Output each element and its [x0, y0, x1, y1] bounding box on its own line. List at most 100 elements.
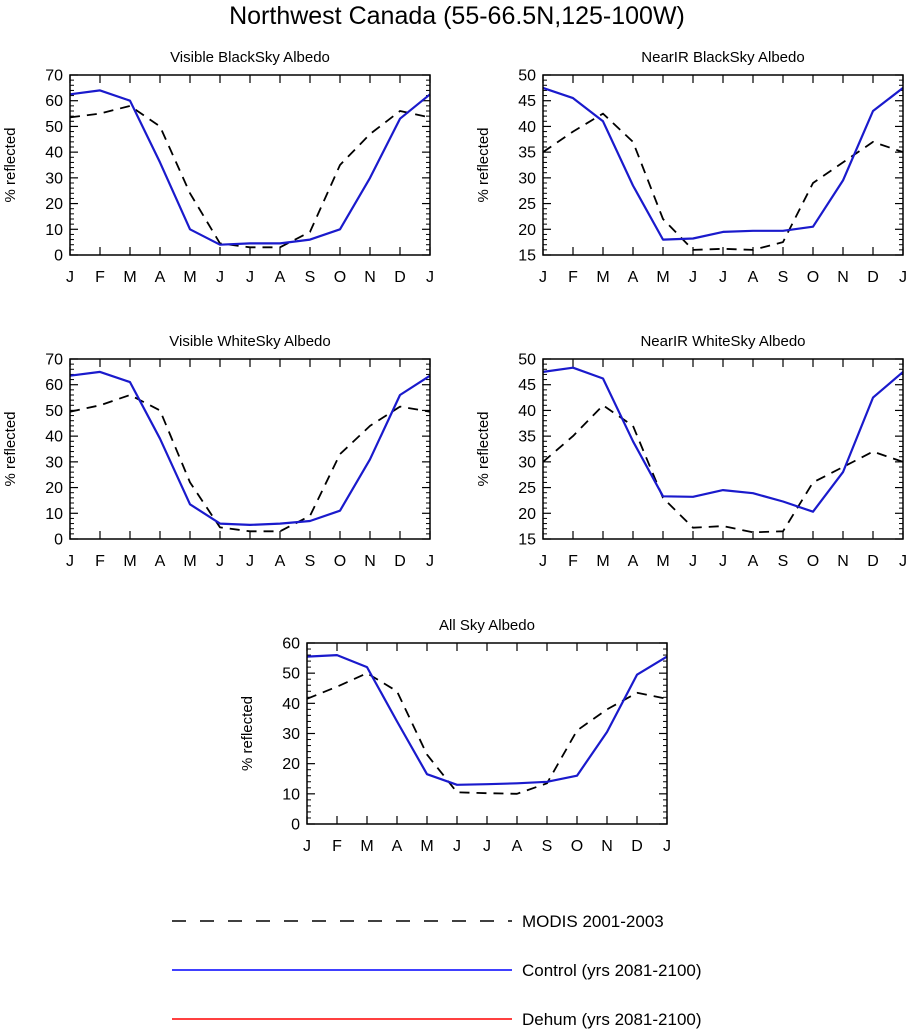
x-tick-label: D: [867, 269, 879, 286]
x-tick-label: N: [837, 553, 849, 570]
x-tick-label: J: [216, 553, 224, 570]
y-tick-label: 20: [518, 222, 536, 239]
y-tick-label: 30: [45, 170, 63, 187]
x-tick-label: M: [656, 269, 669, 286]
x-tick-label: O: [571, 838, 583, 855]
x-tick-label: S: [542, 838, 553, 855]
panel-1: Visible BlackSky Albedo % reflected 0 10 20 3…: [2, 49, 434, 286]
y-tick-label: 15: [518, 532, 536, 549]
series-line-modis: [69, 394, 431, 533]
x-tick-label: F: [95, 269, 105, 286]
x-tick-label: F: [568, 553, 578, 570]
chart-panels: Visible BlackSky Albedo % reflected 0 10 20 3…: [2, 49, 907, 855]
x-tick-label: D: [867, 553, 879, 570]
x-tick-label: A: [155, 269, 166, 286]
y-tick-label: 30: [518, 454, 536, 471]
panel-title: NearIR BlackSky Albedo: [641, 49, 804, 66]
y-tick-label: 60: [45, 377, 63, 394]
y-tick-label: 60: [45, 93, 63, 110]
figure-title: Northwest Canada (55-66.5N,125-100W): [229, 2, 685, 30]
plot-frame: [306, 642, 668, 825]
y-tick-label: 20: [282, 756, 300, 773]
x-tick-label: M: [420, 838, 433, 855]
y-tick-label: 50: [518, 68, 536, 85]
y-axis-label: % reflected: [2, 411, 19, 486]
x-tick-label: N: [601, 838, 613, 855]
x-tick-label: A: [748, 553, 759, 570]
x-tick-label: A: [275, 553, 286, 570]
x-tick-label: J: [246, 269, 254, 286]
plot-frame: [542, 74, 904, 256]
y-tick-label: 45: [518, 377, 536, 394]
plot-frame: [69, 74, 431, 256]
panel-4: NearIR WhiteSky Albedo % reflected 15 20 25 3…: [475, 333, 907, 570]
x-tick-label: A: [275, 269, 286, 286]
x-tick-label: O: [334, 269, 346, 286]
x-tick-label: O: [334, 553, 346, 570]
y-tick-label: 50: [45, 403, 63, 420]
x-tick-label: J: [426, 269, 434, 286]
x-tick-label: M: [183, 269, 196, 286]
y-tick-label: 25: [518, 196, 536, 213]
x-tick-label: A: [155, 553, 166, 570]
legend-label-3: Dehum (yrs 2081-2100): [522, 1010, 702, 1029]
x-tick-label: A: [628, 269, 639, 286]
y-tick-label: 50: [518, 352, 536, 369]
x-tick-label: M: [183, 553, 196, 570]
x-tick-label: D: [394, 553, 406, 570]
series-line-control: [69, 89, 431, 246]
y-tick-label: 40: [282, 696, 300, 713]
x-tick-label: N: [837, 269, 849, 286]
panel-title: NearIR WhiteSky Albedo: [640, 333, 805, 350]
x-tick-label: M: [596, 269, 609, 286]
x-tick-label: J: [539, 269, 547, 286]
panel-title: Visible BlackSky Albedo: [170, 49, 330, 66]
x-tick-label: S: [778, 269, 789, 286]
plot-frame: [542, 358, 904, 540]
series-line-modis: [542, 112, 904, 251]
y-tick-label: 40: [518, 403, 536, 420]
x-tick-label: J: [303, 838, 311, 855]
legend: MODIS 2001-2003 Control (yrs 2081-2100) De…: [172, 912, 702, 1029]
y-tick-label: 25: [518, 480, 536, 497]
legend-label-1: MODIS 2001-2003: [522, 912, 664, 931]
series-line-control: [69, 370, 431, 527]
panel-3: Visible WhiteSky Albedo % reflected 0 10 20 3…: [2, 333, 434, 570]
y-tick-label: 60: [282, 636, 300, 653]
y-tick-label: 30: [45, 454, 63, 471]
x-tick-label: N: [364, 553, 376, 570]
y-tick-label: 20: [45, 196, 63, 213]
legend-label-2: Control (yrs 2081-2100): [522, 961, 702, 980]
x-tick-label: S: [305, 553, 316, 570]
x-tick-label: J: [719, 269, 727, 286]
y-tick-label: 70: [45, 352, 63, 369]
x-tick-label: J: [246, 553, 254, 570]
x-tick-label: M: [596, 553, 609, 570]
y-tick-label: 40: [45, 145, 63, 162]
x-tick-label: J: [483, 838, 491, 855]
y-tick-label: 50: [282, 666, 300, 683]
series-line-modis: [542, 404, 904, 534]
y-tick-label: 20: [45, 480, 63, 497]
x-tick-label: J: [216, 269, 224, 286]
series-line-control: [542, 366, 904, 513]
y-tick-label: 30: [282, 726, 300, 743]
series-line-control: [306, 653, 668, 786]
series-line-modis: [69, 105, 431, 249]
x-tick-label: A: [628, 553, 639, 570]
y-axis-label: % reflected: [239, 696, 256, 771]
series-line-modis: [306, 672, 668, 795]
y-tick-label: 70: [45, 68, 63, 85]
y-tick-label: 40: [45, 429, 63, 446]
plot-frame: [69, 358, 431, 540]
y-tick-label: 20: [518, 506, 536, 523]
x-tick-label: S: [305, 269, 316, 286]
y-tick-label: 0: [291, 817, 300, 834]
y-tick-label: 30: [518, 170, 536, 187]
series-line-control: [542, 86, 904, 241]
panel-title: Visible WhiteSky Albedo: [169, 333, 330, 350]
x-tick-label: J: [453, 838, 461, 855]
panel-2: NearIR BlackSky Albedo % reflected 15 20 25 3…: [475, 49, 907, 286]
x-tick-label: J: [66, 553, 74, 570]
x-tick-label: F: [95, 553, 105, 570]
